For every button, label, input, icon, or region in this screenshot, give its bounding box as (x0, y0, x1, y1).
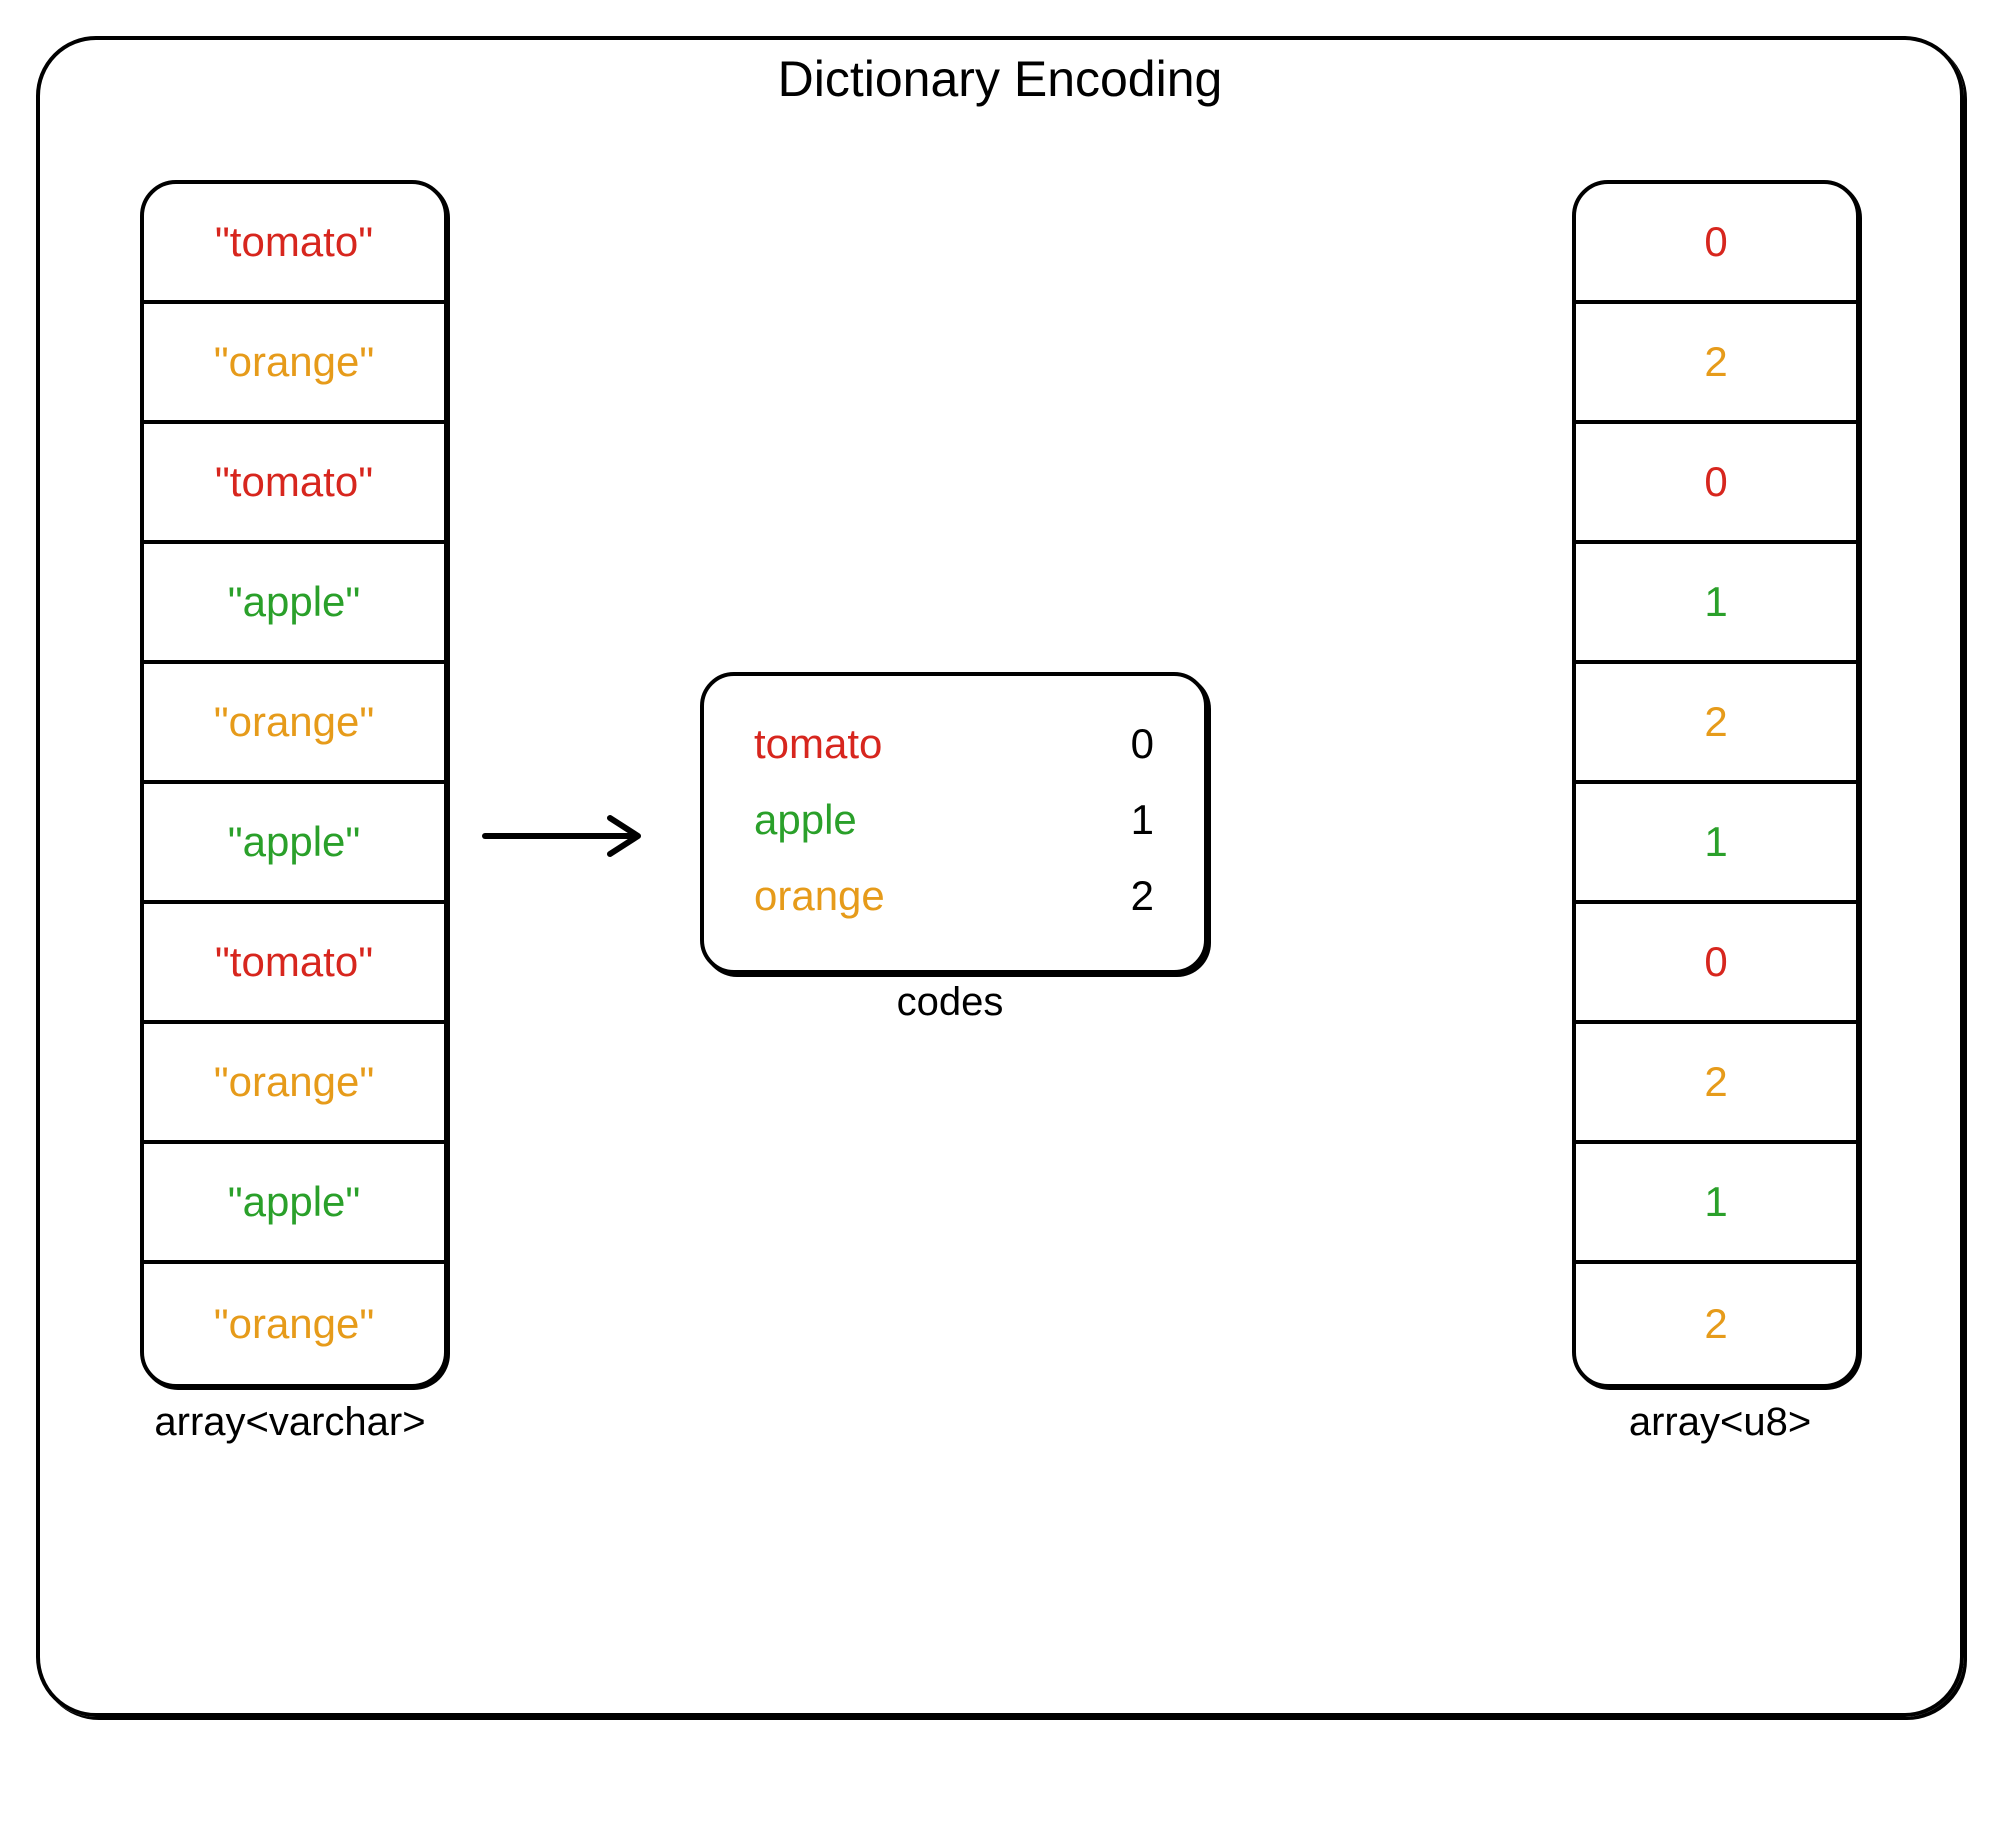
right-array-cell: 1 (1576, 1144, 1856, 1264)
right-array-column: 0201210212 (1572, 180, 1860, 1388)
left-array-cell: "tomato" (144, 904, 444, 1024)
codes-row-code: 0 (1131, 720, 1154, 768)
right-array-caption: array<u8> (1580, 1400, 1860, 1445)
left-array-cell: "apple" (144, 544, 444, 664)
right-array-cell: 2 (1576, 1264, 1856, 1384)
right-array-cell: 1 (1576, 784, 1856, 904)
left-array-cell: "apple" (144, 784, 444, 904)
codes-row-label: orange (754, 872, 885, 920)
right-array-cell: 0 (1576, 904, 1856, 1024)
codes-row-label: tomato (754, 720, 882, 768)
left-array-cell: "orange" (144, 1264, 444, 1384)
right-array-cell: 2 (1576, 1024, 1856, 1144)
left-array-cell: "tomato" (144, 424, 444, 544)
right-array-cell: 1 (1576, 544, 1856, 664)
codes-row-code: 1 (1131, 796, 1154, 844)
arrow-icon (480, 806, 660, 866)
codes-row-code: 2 (1131, 872, 1154, 920)
left-array-cell: "tomato" (144, 184, 444, 304)
right-array-cell: 0 (1576, 424, 1856, 544)
left-array-caption: array<varchar> (140, 1400, 440, 1445)
left-array-cell: "orange" (144, 1024, 444, 1144)
codes-caption: codes (700, 980, 1200, 1025)
diagram-canvas: Dictionary Encoding "tomato""orange""tom… (0, 0, 2000, 1837)
left-array-cell: "orange" (144, 664, 444, 784)
codes-box: tomato 0 apple 1 orange 2 (700, 672, 1208, 974)
codes-row: apple 1 (744, 782, 1164, 858)
codes-row: orange 2 (744, 858, 1164, 934)
right-array-cell: 2 (1576, 664, 1856, 784)
codes-row-label: apple (754, 796, 857, 844)
codes-row: tomato 0 (744, 706, 1164, 782)
right-array-cell: 0 (1576, 184, 1856, 304)
diagram-title: Dictionary Encoding (0, 50, 2000, 108)
left-array-column: "tomato""orange""tomato""apple""orange""… (140, 180, 448, 1388)
right-array-cell: 2 (1576, 304, 1856, 424)
left-array-cell: "apple" (144, 1144, 444, 1264)
left-array-cell: "orange" (144, 304, 444, 424)
